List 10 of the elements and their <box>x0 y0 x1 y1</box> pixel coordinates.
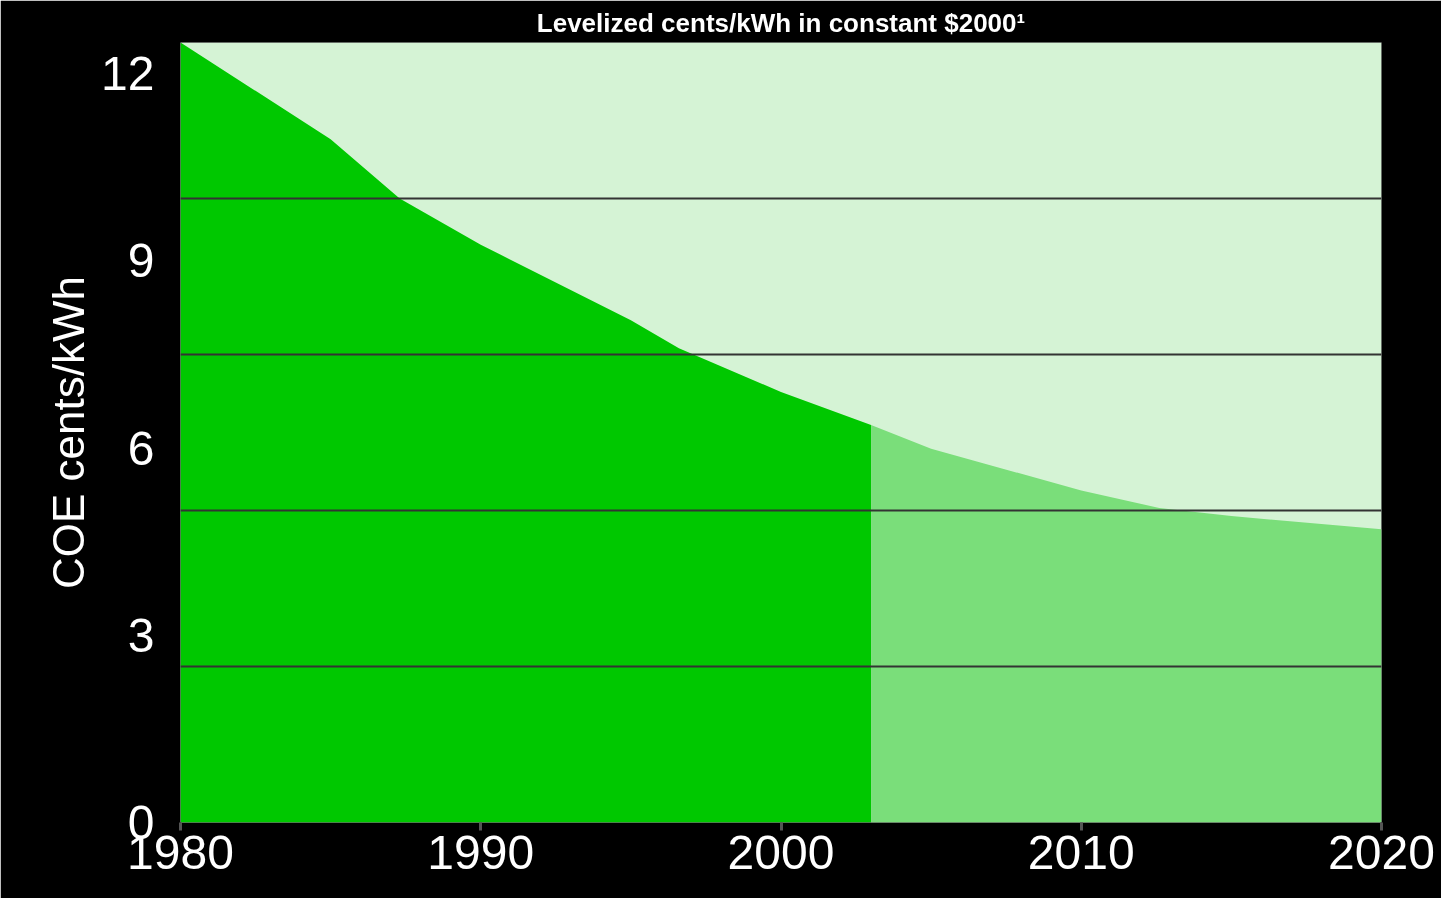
x-tick-label: 1990 <box>427 825 535 879</box>
x-tick-label: 2020 <box>1328 825 1435 879</box>
x-tick-label: 2000 <box>727 825 835 879</box>
y-tick-label: 3 <box>127 608 155 662</box>
y-tick-label: 6 <box>127 421 155 475</box>
chart-title: Levelized cents/kWh in constant $2000¹ <box>536 7 1026 38</box>
y-axis-title: COE cents/kWh <box>44 276 94 589</box>
x-tick-label: 2010 <box>1027 825 1135 879</box>
y-tick-label: 12 <box>101 47 155 101</box>
y-tick-label: 9 <box>127 234 155 288</box>
